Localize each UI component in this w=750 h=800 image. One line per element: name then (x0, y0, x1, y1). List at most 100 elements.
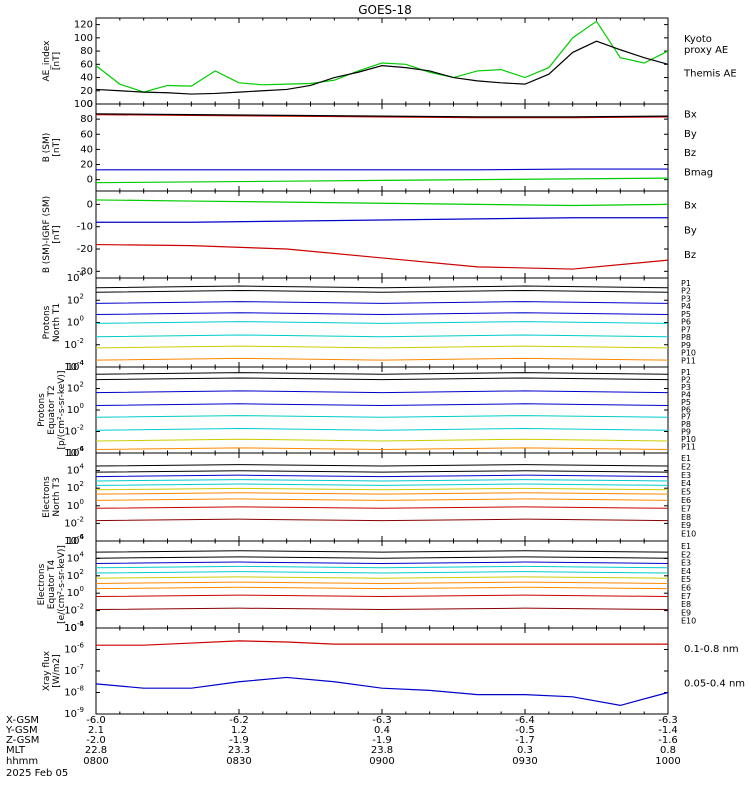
channel-line (95, 390, 669, 394)
footer-value: 2.1 (88, 725, 104, 736)
y-axis-label: Xray flux (42, 650, 52, 691)
y-tick-label: 60 (80, 129, 93, 140)
footer-value: 22.8 (85, 745, 107, 756)
channel-label: E5 (681, 575, 691, 584)
y-axis-label: Protons (37, 393, 47, 427)
channel-line (95, 550, 669, 553)
y-tick-label: 10-2 (64, 515, 84, 529)
channel-label: E10 (681, 617, 696, 626)
channel-line (95, 565, 669, 569)
footer-value: -0.5 (515, 725, 535, 736)
channel-label: P3 (681, 383, 691, 392)
y-axis-label: Electrons (37, 563, 47, 605)
footer-row-label: Z-GSM (6, 735, 39, 746)
channel-line (95, 518, 669, 522)
channel-line (95, 345, 669, 349)
y-tick-label: 100 (67, 498, 84, 512)
y-tick-label: 104 (67, 359, 85, 373)
channel-line (95, 487, 669, 491)
channel-line (95, 377, 669, 381)
footer-value: -6.4 (515, 715, 535, 726)
y-tick-label: 10-6 (64, 642, 84, 656)
y-axis-label: AE_index (42, 40, 52, 82)
y-tick-exponent: -5 (77, 620, 84, 628)
y-tick-label: 40 (80, 73, 93, 84)
footer-value: -2.0 (86, 735, 106, 746)
channel-line (95, 498, 669, 501)
channel-label: E3 (681, 471, 691, 480)
footer-value: -6.0 (86, 715, 106, 726)
y-tick-exponent: 0 (80, 315, 84, 323)
y-tick-label: 80 (80, 114, 93, 125)
y-tick-label: 100 (74, 33, 93, 44)
channel-label: P7 (681, 325, 691, 334)
y-tick-exponent: 2 (80, 292, 84, 300)
channel-line (95, 492, 669, 495)
channel-label: E2 (681, 550, 691, 559)
legend-entry: Bx (684, 110, 697, 121)
footer-time: 0830 (226, 756, 251, 767)
series-line (95, 113, 669, 119)
footer-row-label: hhmm (6, 756, 38, 767)
y-tick-exponent: -2 (77, 515, 84, 523)
panel-frame (95, 190, 669, 279)
legend-entry: 0.1-0.8 nm (684, 644, 739, 655)
y-tick-exponent: -2 (77, 603, 84, 611)
channel-line (95, 289, 669, 293)
channel-label: E7 (681, 592, 691, 601)
series-line (95, 243, 669, 270)
channel-label: P9 (681, 341, 691, 350)
channel-label: P8 (681, 420, 691, 429)
y-tick-exponent: -4 (77, 620, 85, 628)
channel-line (95, 447, 669, 451)
y-tick-exponent: 4 (80, 270, 85, 278)
y-tick-exponent: -6 (77, 642, 85, 650)
y-tick-exponent: -7 (77, 663, 84, 671)
footer-row-label: Y-GSM (5, 725, 38, 736)
y-tick-exponent: 0 (80, 402, 84, 410)
y-tick-exponent: 0 (80, 498, 84, 506)
channel-line (95, 321, 669, 324)
channel-line (95, 586, 669, 590)
y-tick-exponent: -9 (77, 706, 84, 714)
y-axis-label: [nT] (52, 52, 62, 70)
channel-line (95, 571, 669, 574)
y-tick-label: 102 (67, 480, 84, 494)
channel-label: P2 (681, 287, 691, 296)
y-tick-label: 20 (80, 160, 93, 171)
channel-line (95, 479, 669, 482)
series-line (95, 199, 669, 207)
channel-label: P7 (681, 413, 691, 422)
channel-label: P10 (681, 435, 696, 444)
y-axis-label: Equator T4 (47, 560, 57, 610)
chart-title: GOES-18 (358, 3, 412, 17)
channel-label: P1 (681, 368, 691, 377)
series-line (95, 40, 669, 95)
y-tick-label: 0 (87, 199, 93, 210)
channel-line (95, 357, 669, 361)
footer-value: -1.6 (658, 735, 678, 746)
y-tick-exponent: -4 (77, 445, 85, 453)
channel-line (95, 427, 669, 431)
y-tick-exponent: 4 (80, 463, 85, 471)
y-tick-label: 80 (80, 46, 93, 57)
y-tick-label: 100 (67, 402, 84, 416)
panel-8: 10-9 10-8 10-7 10-6 10-5 Xray flux [W/m2] 0.1-0… (42, 620, 745, 720)
channel-label: P5 (681, 398, 691, 407)
channel-label: E4 (681, 479, 691, 488)
channel-label: E4 (681, 567, 691, 576)
legend-entry: By (684, 225, 697, 236)
channel-label: E1 (681, 454, 691, 463)
footer-value: 1.2 (231, 725, 247, 736)
channel-line (95, 464, 669, 467)
y-tick-label: 102 (67, 292, 84, 306)
channel-label: P11 (681, 356, 696, 365)
y-axis-label: Protons (42, 305, 52, 339)
footer-time: 0930 (512, 756, 537, 767)
y-tick-label: 10-9 (64, 706, 84, 720)
